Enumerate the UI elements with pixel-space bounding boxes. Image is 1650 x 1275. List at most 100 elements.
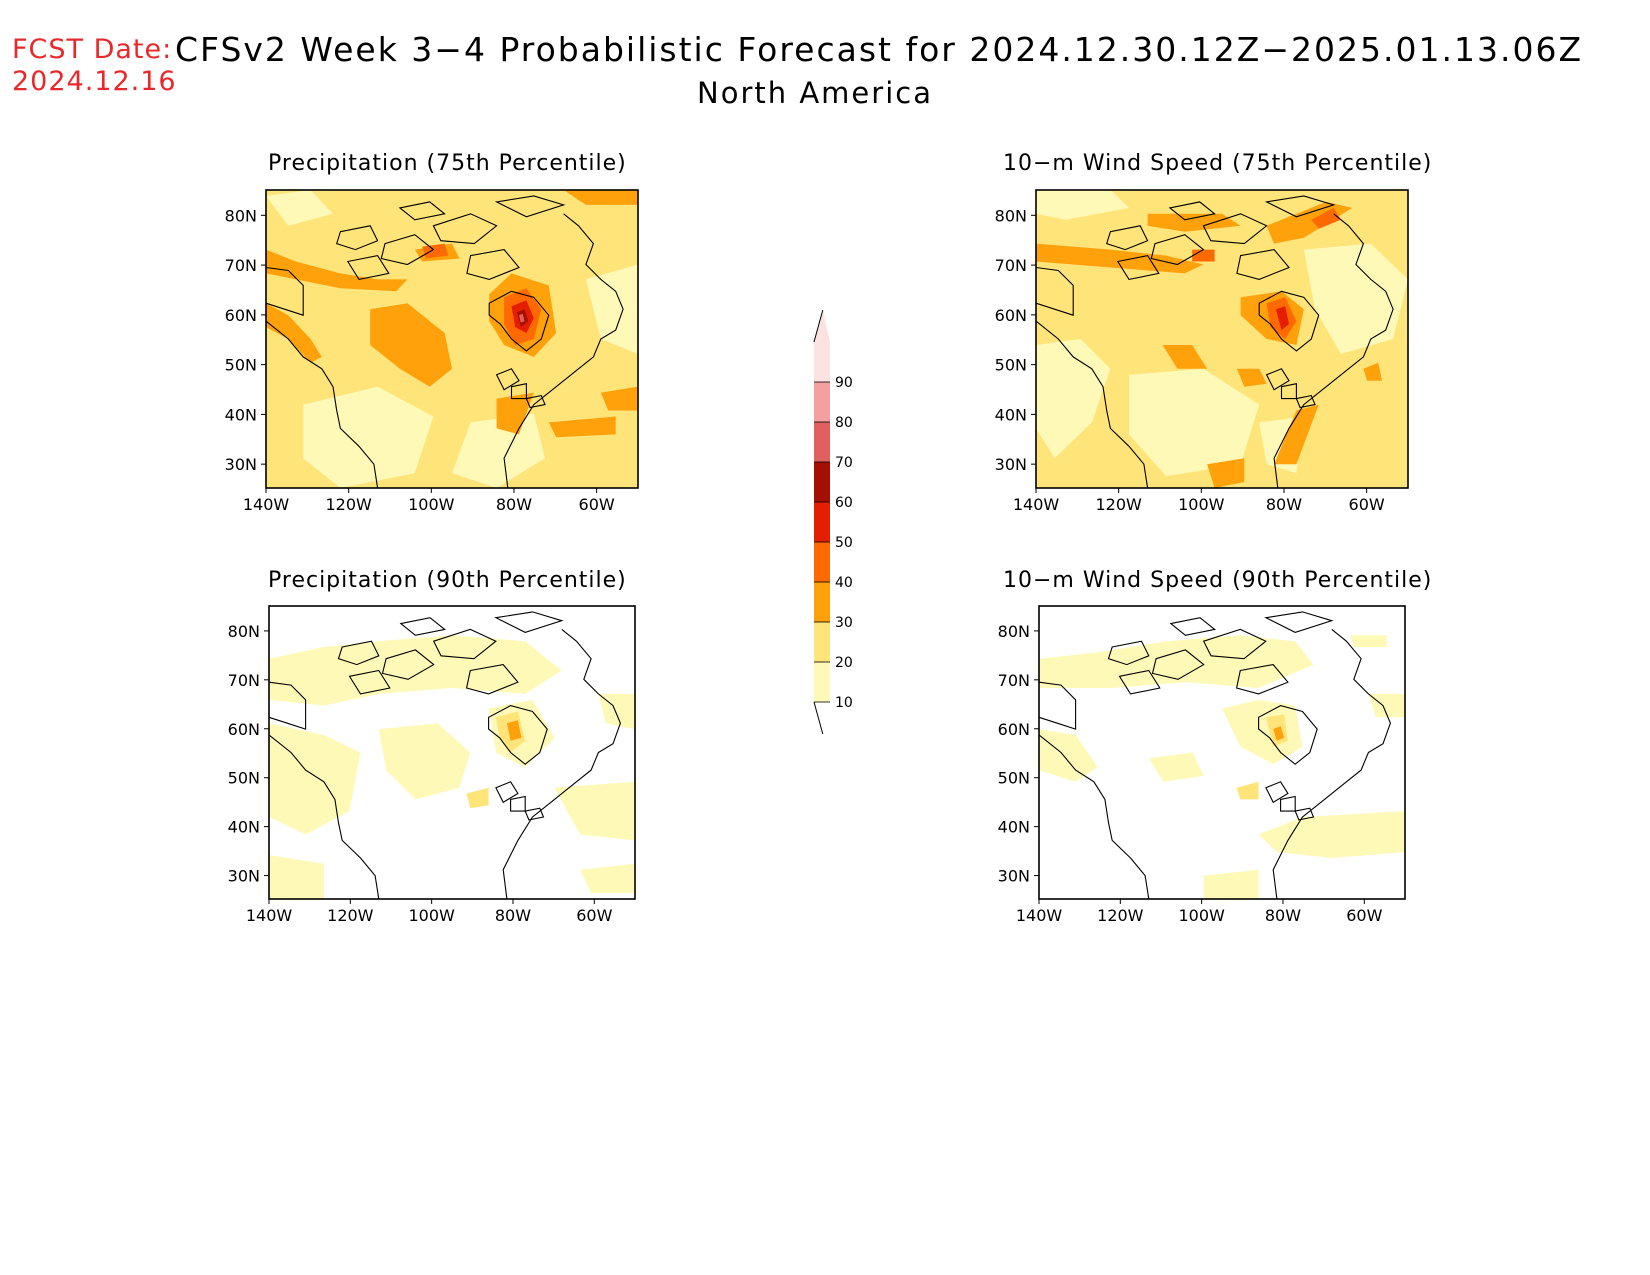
lon-label: 80W — [1266, 495, 1302, 514]
region-subtitle: North America — [697, 76, 933, 110]
great-lake-outline — [495, 781, 519, 804]
map-frame — [265, 189, 639, 489]
shade-region-c40 — [1192, 249, 1215, 262]
lon-label: 60W — [1346, 906, 1382, 925]
lat-label: 30N — [995, 455, 1027, 474]
shade-region-c70 — [519, 313, 525, 323]
map-panel-wind75: 140W 120W 100W 80W 60W 80N 70N 60N 50N 40N 30N — [995, 189, 1409, 514]
coastline-arctic-island — [346, 254, 390, 281]
shade-region-c20 — [466, 787, 489, 809]
lat-label: 50N — [225, 356, 257, 375]
coastline-arctic-island — [398, 201, 446, 221]
coastline-arctic-island — [494, 611, 564, 633]
colorbar-label: 90 — [835, 375, 853, 391]
colorbar-label: 10 — [835, 695, 853, 711]
coastline-arctic-island — [337, 640, 380, 666]
coastline-arctic-island — [1202, 628, 1267, 660]
colorbar-segment-c80 — [814, 382, 830, 422]
shade-region-c10 — [1303, 243, 1408, 354]
shade-region-c40 — [422, 243, 449, 259]
lon-label: 80W — [496, 495, 532, 514]
coastline-west — [1035, 266, 1074, 316]
coastline-arctic-island — [399, 617, 446, 636]
great-lake-outline — [1265, 368, 1290, 391]
shade-region-c30 — [563, 190, 638, 205]
colorbar-segment-c10 — [814, 662, 830, 702]
panel-title-precip90: Precipitation (90th Percentile) — [268, 568, 627, 593]
great-lake-outline — [1295, 394, 1316, 409]
shade-region-c10 — [1203, 869, 1259, 899]
colorbar: 10 20 30 40 50 60 70 80 90 — [813, 309, 853, 735]
shade-region-c30 — [1147, 213, 1241, 232]
shade-region-c10 — [1039, 635, 1314, 688]
lat-label: 40N — [995, 405, 1027, 424]
lon-label: 100W — [408, 495, 455, 514]
shade-region-c10 — [1039, 729, 1098, 782]
shade-region-c40 — [1311, 207, 1341, 229]
lon-label: 120W — [325, 495, 372, 514]
map-frame — [268, 605, 636, 900]
shade-region-c30 — [1274, 404, 1319, 465]
coastline-arctic-island — [1236, 249, 1290, 280]
colorbar-segment-c70 — [814, 422, 830, 462]
lat-label: 40N — [998, 818, 1030, 837]
shade-region-c10 — [269, 723, 361, 835]
lon-label: 80W — [495, 906, 531, 925]
coastline-arctic-island — [1264, 195, 1336, 218]
shade-region-c10 — [1036, 190, 1129, 220]
great-lake-outline — [524, 807, 545, 821]
great-lake-outline — [1294, 807, 1315, 821]
colorbar-top-edge — [813, 309, 824, 343]
lon-label: 120W — [1095, 495, 1142, 514]
shade-region-c10 — [1350, 635, 1387, 647]
lat-label: 40N — [225, 405, 257, 424]
lat-label: 80N — [995, 206, 1027, 225]
coastline-arctic-island — [1151, 649, 1205, 680]
colorbar-label: 40 — [835, 575, 853, 591]
coastline-atlantic — [1272, 628, 1391, 900]
lat-label: 70N — [225, 256, 257, 275]
shade-region-c30 — [1236, 368, 1267, 387]
shade-region-c10 — [1258, 811, 1405, 858]
coastline-atlantic — [1273, 213, 1394, 489]
coastline-hudson-bay — [488, 705, 548, 765]
coastline-arctic-island — [1116, 254, 1160, 281]
shade-region-c30 — [1036, 243, 1204, 274]
shade-region-c50 — [1275, 306, 1289, 331]
coastline-arctic-island — [1264, 611, 1334, 633]
lat-label: 80N — [228, 622, 260, 641]
lon-label: 60W — [1349, 495, 1385, 514]
colorbar-segment-c50 — [814, 502, 830, 542]
lat-label: 60N — [995, 306, 1027, 325]
coastline-arctic-island — [336, 225, 379, 251]
coastline-arctic-island — [465, 664, 519, 695]
lon-label: 100W — [408, 906, 455, 925]
colorbar-label: 50 — [835, 535, 853, 551]
coastline-hudson-bay — [488, 290, 550, 352]
shade-region-c10 — [303, 386, 434, 488]
lon-label: 60W — [576, 906, 612, 925]
coastline-arctic-island — [494, 195, 566, 218]
shade-region-c30 — [1273, 726, 1285, 741]
panel-title-wind90: 10−m Wind Speed (90th Percentile) — [1003, 568, 1433, 593]
coastline-arctic-island — [1202, 213, 1268, 245]
lat-label: 30N — [228, 867, 260, 886]
lon-label: 140W — [246, 906, 293, 925]
lat-label: 70N — [228, 671, 260, 690]
coastline-west — [1038, 681, 1077, 730]
colorbar-bottom-edge — [813, 701, 824, 735]
lon-label: 80W — [1265, 906, 1301, 925]
shade-region-c10 — [378, 723, 471, 800]
shade-region-c10 — [269, 855, 324, 899]
coastline-pacific — [1035, 320, 1149, 489]
shade-region-c10 — [1148, 752, 1204, 782]
coastline-atlantic — [502, 628, 621, 900]
lat-label: 60N — [228, 720, 260, 739]
coastline-arctic-island — [1235, 664, 1289, 695]
lat-label: 80N — [225, 206, 257, 225]
coastline-hudson-bay — [1258, 705, 1318, 765]
colorbar-label: 70 — [835, 455, 853, 471]
shade-region-c30 — [548, 416, 616, 438]
colorbar-label: 30 — [835, 615, 853, 631]
panel-title-precip75: Precipitation (75th Percentile) — [268, 151, 627, 176]
